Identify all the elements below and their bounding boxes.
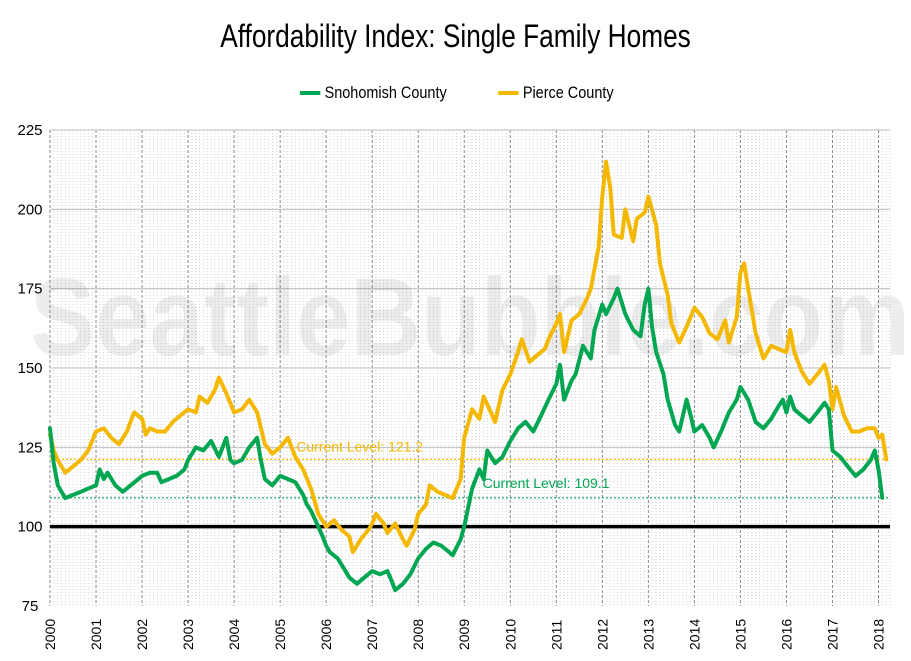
x-tick-label: 2014 xyxy=(686,619,702,650)
y-tick-label: 150 xyxy=(17,360,42,377)
axes: 75 100 125 150 175 200 225 2000 2001 2002 2003 2004… xyxy=(17,122,886,650)
x-tick-label: 2009 xyxy=(456,619,472,650)
y-tick-label: 100 xyxy=(17,519,42,536)
x-tick-label: 2007 xyxy=(364,619,380,650)
watermark-text: SeattleBubble.com xyxy=(30,256,910,379)
x-tick-label: 2003 xyxy=(180,619,196,650)
current-level-label: Current Level: 121.2 xyxy=(296,438,423,454)
legend-item-snohomish: Snohomish County xyxy=(299,83,447,103)
legend-swatch-pierce xyxy=(498,91,519,95)
y-tick-label: 225 xyxy=(17,122,42,139)
series-line-pierce-county xyxy=(48,159,889,555)
legend-item-pierce: Pierce County xyxy=(498,83,614,103)
reference-lines: Current Level: 109.1 Current Level: 121.2 xyxy=(50,438,890,529)
x-tick-label: 2010 xyxy=(502,619,518,650)
x-tick-label: 2004 xyxy=(226,619,242,650)
x-tick-label: 2006 xyxy=(318,619,334,650)
x-tick-label: 2018 xyxy=(870,619,886,650)
watermark-layer: SeattleBubble.com xyxy=(30,256,910,379)
x-tick-label: 2011 xyxy=(548,620,564,650)
legend-swatch-snohomish xyxy=(299,91,321,95)
series-line-snohomish-county xyxy=(48,286,885,593)
legend-label-pierce: Pierce County xyxy=(523,83,614,102)
chart-legend: Snohomish County Pierce County xyxy=(0,80,911,103)
x-tick-label: 2015 xyxy=(732,619,748,650)
y-tick-label: 175 xyxy=(17,281,42,298)
x-tick-label: 2017 xyxy=(824,619,840,650)
x-tick-label: 2012 xyxy=(594,619,610,650)
x-tick-label: 2000 xyxy=(42,619,58,650)
x-tick-label: 2013 xyxy=(640,619,656,650)
y-tick-label: 200 xyxy=(17,201,42,218)
x-tick-label: 2002 xyxy=(134,619,150,650)
y-tick-label: 75 xyxy=(22,598,39,615)
chart-title: Affordability Index: Single Family Homes xyxy=(220,18,691,54)
x-tick-label: 2016 xyxy=(778,619,794,650)
x-tick-label: 2008 xyxy=(410,619,426,650)
current-level-label: Current Level: 109.1 xyxy=(483,475,610,491)
x-tick-label: 2005 xyxy=(272,619,288,650)
x-tick-label: 2001 xyxy=(88,619,104,650)
legend-label-snohomish: Snohomish County xyxy=(324,83,447,102)
series-layer xyxy=(48,159,889,593)
y-tick-label: 125 xyxy=(17,439,42,456)
